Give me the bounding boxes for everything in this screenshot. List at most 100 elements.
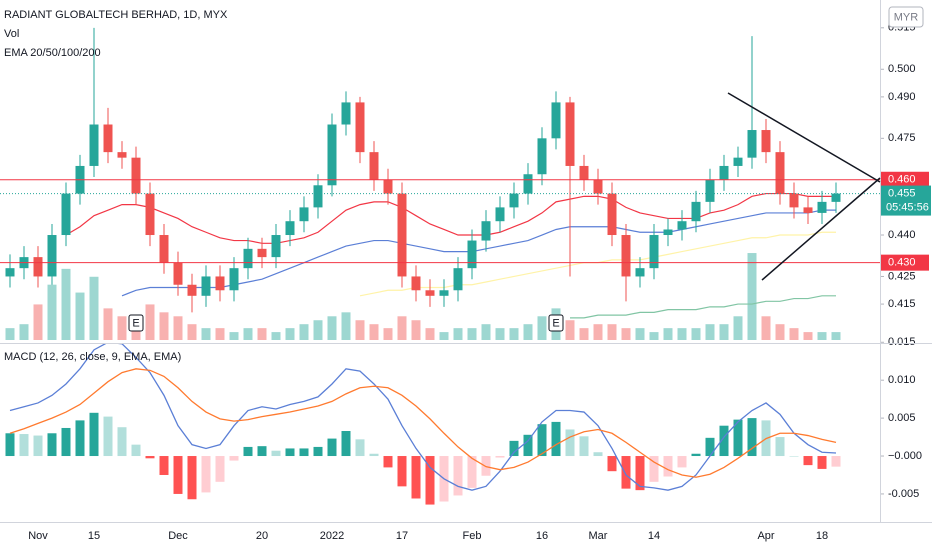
histogram-bar <box>397 456 407 487</box>
volume-bar <box>61 268 71 340</box>
histogram-bar <box>677 456 687 468</box>
candle-body <box>285 221 295 236</box>
histogram-bar <box>131 444 141 457</box>
x-tick-label: 14 <box>648 530 660 542</box>
volume-bar <box>453 328 463 340</box>
candle-body <box>453 268 463 291</box>
histogram-bar <box>47 433 57 457</box>
histogram-bar <box>537 424 547 457</box>
volume-bar <box>243 328 253 340</box>
x-tick-label: Nov <box>28 530 48 542</box>
volume-label: Vol <box>4 28 19 40</box>
volume-bar <box>411 320 421 340</box>
event-label: E <box>132 317 139 329</box>
candle-body <box>467 240 477 269</box>
histogram-bar <box>635 456 645 491</box>
x-tick-label: Apr <box>757 530 774 542</box>
volume-bar <box>215 328 225 340</box>
last-price-box <box>881 185 931 216</box>
chart-title: RADIANT GLOBALTECH BERHAD, 1D, MYX <box>4 9 228 21</box>
candle-body <box>621 235 631 277</box>
volume-bar <box>495 328 505 340</box>
level-label-box <box>881 171 929 188</box>
histogram-bar <box>593 452 603 457</box>
candle-body <box>789 193 799 208</box>
histogram-bar <box>523 434 533 457</box>
macd-line <box>9 368 837 478</box>
candle-body <box>299 207 309 222</box>
volume-bar <box>761 316 771 340</box>
trendline <box>761 177 881 281</box>
countdown-label: 05:45:56 <box>886 201 929 213</box>
histogram-bar <box>817 456 827 469</box>
volume-bar <box>677 328 687 340</box>
histogram-bar <box>33 435 43 457</box>
volume-bar <box>747 253 757 340</box>
volume-bar <box>593 324 603 340</box>
volume-bar <box>47 284 57 340</box>
x-tick-label: 16 <box>536 530 548 542</box>
candle-body <box>803 207 813 213</box>
candle-body <box>607 193 617 236</box>
volume-bar <box>187 324 197 340</box>
volume-bar <box>159 312 169 340</box>
volume-bar <box>467 328 477 340</box>
histogram-bar <box>89 412 99 457</box>
y-tick-label: 0.490 <box>888 91 916 103</box>
ema-line <box>65 192 836 244</box>
histogram-bar <box>61 427 71 457</box>
histogram-bar <box>341 431 351 457</box>
candle-body <box>593 179 603 194</box>
histogram-bar <box>271 450 281 457</box>
candle-body <box>551 102 561 139</box>
histogram-bar <box>607 456 617 472</box>
currency[interactable]: MYR <box>894 11 919 23</box>
candle-body <box>831 193 841 202</box>
volume-bar <box>635 328 645 340</box>
candle-body <box>145 193 155 236</box>
histogram-bar <box>75 420 85 457</box>
macd-pane <box>5 344 841 505</box>
y-tick-label: 0.005 <box>888 412 916 424</box>
histogram-bar <box>5 433 15 457</box>
histogram-bar <box>285 448 295 457</box>
volume-bar <box>425 328 435 340</box>
volume-bar <box>789 328 799 340</box>
volume-bar <box>229 332 239 340</box>
volume-bar <box>719 324 729 340</box>
volume-bar <box>117 316 127 340</box>
volume-bar <box>33 304 43 340</box>
candle-body <box>579 165 589 180</box>
histogram-bar <box>649 456 659 482</box>
candle-body <box>691 201 701 222</box>
x-tick-label: 20 <box>256 530 268 542</box>
candle-body <box>187 284 197 296</box>
ema-label: EMA 20/50/100/200 <box>4 47 101 59</box>
candle-body <box>131 157 141 194</box>
histogram-bar <box>201 456 211 493</box>
candle-body <box>635 268 645 277</box>
candle-body <box>229 268 239 291</box>
y-tick-label: 0.500 <box>888 63 916 75</box>
macd-title: MACD (12, 26, close, 9, EMA, EMA) <box>4 351 181 363</box>
level-label: 0.430 <box>888 257 916 269</box>
candle-body <box>89 124 99 166</box>
candle-body <box>523 174 533 194</box>
currency-box[interactable] <box>888 6 924 28</box>
volume-bar <box>509 328 519 340</box>
x-tick-label: 17 <box>396 530 408 542</box>
candle-body <box>5 268 15 277</box>
volume-bar <box>5 328 15 340</box>
candle-body <box>747 130 757 158</box>
histogram-bar <box>621 456 631 489</box>
candle-body <box>719 165 729 180</box>
volume-bar <box>537 316 547 340</box>
histogram-bar <box>551 421 561 457</box>
histogram-bar <box>775 437 785 457</box>
volume-bar <box>607 324 617 340</box>
volume-bar <box>691 328 701 340</box>
candle-body <box>117 152 127 158</box>
volume-bar <box>803 332 813 340</box>
candle-body <box>327 124 337 186</box>
